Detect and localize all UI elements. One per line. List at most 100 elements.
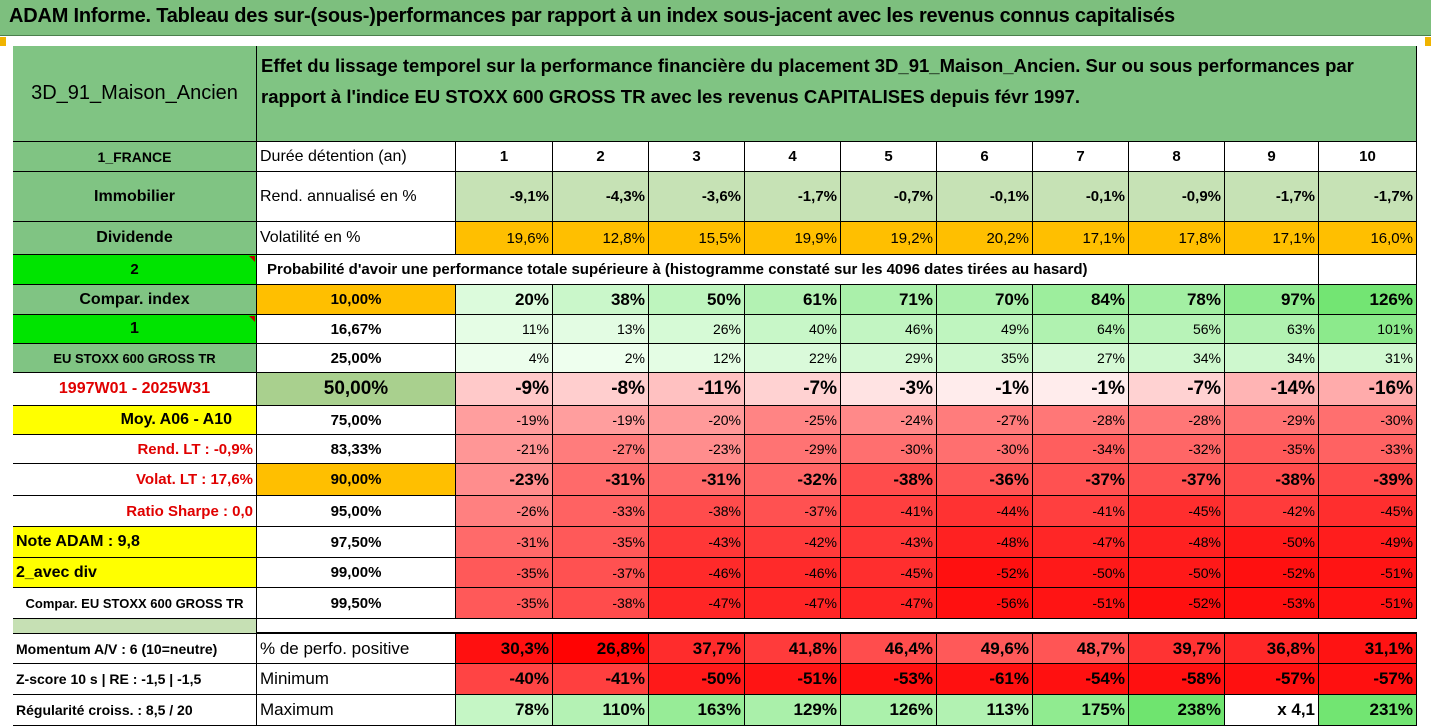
left-label-rend-lt: Rend. LT : -0,9% [13,435,257,464]
bottom-value: -41% [553,664,649,695]
left-label-period: 1997W01 - 2025W31 [13,373,257,406]
quantile-value: 34% [1225,344,1319,373]
quantile-label: 83,33% [257,435,456,464]
quantile-value: -41% [1033,496,1129,527]
quantile-value: -33% [1319,435,1417,464]
quantile-value: -36% [937,464,1033,496]
proba-label: Probabilité d'avoir une performance tota… [257,255,1225,285]
year-header: 8 [1129,142,1225,172]
corner-marker-left [0,37,6,46]
spacer-green-cell [13,619,257,633]
country-label: 1_FRANCE [13,142,257,172]
quantile-label: 10,00% [257,285,456,315]
quantile-value: 78% [1129,285,1225,315]
quantile-value: -47% [1033,527,1129,558]
bottom-value: 48,7% [1033,633,1129,664]
volat-value: 19,2% [841,222,937,255]
quantile-value: -37% [1129,464,1225,496]
bottom-value: 41,8% [745,633,841,664]
bottom-left-label: Régularité croiss. : 8,5 / 20 [13,695,257,726]
quantile-value: -38% [841,464,937,496]
bottom-value: 78% [456,695,553,726]
quantile-value: 26% [649,315,745,344]
bottom-value: 36,8% [1225,633,1319,664]
quantile-value: -47% [841,588,937,619]
rend-value: -0,1% [1033,172,1129,222]
quantile-value: -21% [456,435,553,464]
left-label-moy: Moy. A06 - A10 [13,406,257,435]
left-label-avec-div: 2_avec div [13,558,257,588]
bottom-value: 238% [1129,695,1225,726]
quantile-value: -50% [1225,527,1319,558]
rend-value: -1,7% [1225,172,1319,222]
quantile-value: 84% [1033,285,1129,315]
year-header: 2 [553,142,649,172]
quantile-value: 97% [1225,285,1319,315]
quantile-label: 25,00% [257,344,456,373]
quantile-value: -31% [553,464,649,496]
volat-value: 16,0% [1319,222,1417,255]
quantile-value: 50% [649,285,745,315]
quantile-label: 97,50% [257,527,456,558]
bottom-value: 39,7% [1129,633,1225,664]
quantile-value: -30% [937,435,1033,464]
bottom-value: -57% [1225,664,1319,695]
left-label-sharpe: Ratio Sharpe : 0,0 [13,496,257,527]
bottom-value: 26,8% [553,633,649,664]
quantile-value: -34% [1033,435,1129,464]
bottom-value: -61% [937,664,1033,695]
quantile-value: -48% [1129,527,1225,558]
volat-value: 20,2% [937,222,1033,255]
quantile-value: -23% [649,435,745,464]
quantile-value: 49% [937,315,1033,344]
quantile-value: -45% [1129,496,1225,527]
volat-value: 12,8% [553,222,649,255]
bottom-value: -51% [745,664,841,695]
volat-value: 19,9% [745,222,841,255]
quantile-value: -42% [1225,496,1319,527]
quantile-value: -1% [1033,373,1129,406]
quantile-value: -35% [1225,435,1319,464]
corner-marker-right [1425,37,1431,46]
volat-value: 17,1% [1033,222,1129,255]
quantile-value: -16% [1319,373,1417,406]
quantile-value: -38% [1225,464,1319,496]
quantile-value: -51% [1033,588,1129,619]
quantile-value: -30% [1319,406,1417,435]
rend-value: -0,9% [1129,172,1225,222]
quantile-value: -27% [553,435,649,464]
quantile-value: -45% [841,558,937,588]
quantile-value: -31% [649,464,745,496]
quantile-value: -14% [1225,373,1319,406]
rend-value: -3,6% [649,172,745,222]
volat-label: Volatilité en % [257,222,456,255]
year-header: 4 [745,142,841,172]
duree-label: Durée détention (an) [257,142,456,172]
quantile-value: -49% [1319,527,1417,558]
dividend-label: Dividende [13,222,257,255]
empty-cell [1225,255,1319,285]
quantile-value: -44% [937,496,1033,527]
bottom-value: -40% [456,664,553,695]
quantile-value: -51% [1319,558,1417,588]
quantile-value: 101% [1319,315,1417,344]
quantile-value: -38% [553,588,649,619]
quantile-value: -27% [937,406,1033,435]
spacer-row [13,619,1417,633]
bottom-row-label: Maximum [257,695,456,726]
bottom-value: x 4,1 [1225,695,1319,726]
quantile-value: -32% [745,464,841,496]
quantile-value: -32% [1129,435,1225,464]
quantile-value: -35% [456,558,553,588]
quantile-value: -52% [1225,558,1319,588]
bottom-value: 31,1% [1319,633,1417,664]
volat-value: 17,1% [1225,222,1319,255]
year-header: 1 [456,142,553,172]
quantile-value: 40% [745,315,841,344]
bottom-value: 49,6% [937,633,1033,664]
bottom-value: 231% [1319,695,1417,726]
quantile-value: -47% [745,588,841,619]
left-label-compar-index: Compar. index [13,285,257,315]
quantile-label: 99,50% [257,588,456,619]
quantile-value: 46% [841,315,937,344]
